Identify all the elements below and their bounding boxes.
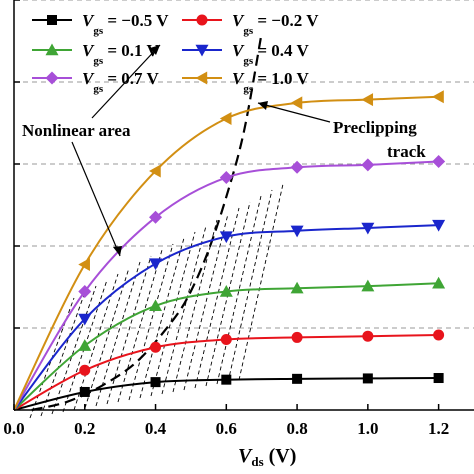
- series-layer: [13, 90, 446, 411]
- arrow-nonlinear-down-head: [113, 246, 122, 256]
- x-tick-labels: 0.0 0.2 0.4 0.6 0.8 1.0 1.2: [3, 419, 449, 438]
- hatch-line-7: [106, 255, 152, 405]
- series-1-point-2: [150, 341, 162, 353]
- series-4-point-2: [149, 210, 163, 224]
- arrow-preclipping-head: [258, 101, 268, 110]
- series-2-point-2: [149, 299, 163, 312]
- arrow-nonlinear-up: [91, 44, 161, 119]
- legend-label-2: Vgs = 0.1 V: [82, 41, 160, 67]
- preclipping-track: [31, 32, 263, 412]
- annotation-track: track: [387, 142, 426, 161]
- series-1-point-6: [433, 329, 445, 341]
- arrow-preclipping: [257, 102, 331, 123]
- legend-marker-3: [195, 44, 209, 57]
- legend-label-1: Vgs = −0.2 V: [232, 11, 319, 37]
- legend-label-3: Vgs = 0.4 V: [232, 41, 310, 67]
- legend-label-4: Vgs = 0.7 V: [82, 69, 160, 95]
- series-5-point-1: [78, 257, 90, 271]
- series-3-point-5: [361, 222, 375, 235]
- hatch-line-12: [161, 225, 207, 395]
- series-4-point-4: [290, 160, 304, 174]
- hatch-line-3: [62, 279, 108, 413]
- legend-marker-4: [45, 71, 59, 85]
- series-0-point-5: [362, 373, 373, 384]
- hatch-line-11: [150, 231, 196, 397]
- series-line-1: [13, 333, 439, 411]
- series-5-point-4: [290, 96, 303, 110]
- annotation-arrows: [71, 44, 331, 257]
- x-axis-title: Vds (V): [238, 445, 296, 469]
- series-3-point-6: [432, 219, 446, 232]
- series-2-point-3: [219, 285, 233, 297]
- legend-marker-1: [196, 14, 208, 26]
- x-tick-label-2: 0.4: [145, 419, 167, 438]
- series-4-point-1: [78, 285, 92, 299]
- legend-label-5: Vgs = 1.0 V: [232, 69, 310, 95]
- x-tick-label-1: 0.2: [74, 419, 95, 438]
- legend-marker-2: [45, 43, 59, 56]
- series-5-point-6: [432, 90, 444, 104]
- hatch-line-2: [51, 285, 97, 415]
- x-tick-label-0: 0.0: [3, 419, 24, 438]
- x-tick-label-5: 1.0: [357, 419, 378, 438]
- x-tick-label-6: 1.2: [428, 419, 449, 438]
- series-3-point-1: [78, 313, 92, 326]
- series-5-point-5: [361, 93, 374, 107]
- series-0-point-1: [79, 386, 90, 397]
- series-2-point-6: [432, 276, 446, 289]
- legend-label-0: Vgs = −0.5 V: [82, 11, 169, 37]
- x-tick-label-4: 0.8: [286, 419, 307, 438]
- series-0-point-4: [292, 373, 303, 384]
- annotation-nonlinear-area: Nonlinear area: [22, 121, 131, 140]
- hatch-line-13: [172, 219, 218, 393]
- hatch-line-18: [227, 189, 273, 383]
- series-4-point-6: [432, 155, 446, 169]
- annotation-preclipping: Preclipping: [333, 118, 417, 137]
- arrow-nonlinear-down: [71, 141, 121, 257]
- grid-lines: [14, 0, 474, 329]
- series-line-5: [13, 95, 439, 411]
- series-1-point-5: [362, 330, 374, 342]
- series-1-point-3: [220, 333, 232, 345]
- series-2-point-4: [290, 281, 304, 294]
- legend-marker-5: [195, 71, 208, 85]
- series-5-point-2: [149, 164, 161, 178]
- hatch-line-1: [40, 291, 86, 417]
- hatch-line-5: [84, 267, 130, 409]
- series-5-point-3: [219, 111, 232, 125]
- series-3-point-2: [149, 258, 163, 271]
- series-1-point-1: [79, 364, 91, 376]
- series-2-point-1: [78, 339, 92, 351]
- series-4-point-3: [219, 171, 233, 185]
- hatch-line-10: [139, 237, 185, 399]
- hatch-line-8: [117, 249, 163, 403]
- hatch-line-15: [194, 207, 240, 389]
- preclipping-track-line: [31, 32, 263, 412]
- series-0-point-2: [150, 377, 161, 388]
- series-3-point-3: [219, 231, 233, 244]
- series-1-point-4: [291, 331, 303, 343]
- hatch-line-19: [238, 183, 284, 381]
- hatch-line-14: [183, 213, 229, 391]
- legend-marker-0: [47, 15, 57, 25]
- axes: [13, 0, 474, 411]
- series-0-point-3: [221, 374, 232, 385]
- series-4-point-5: [361, 158, 375, 172]
- x-tick-label-3: 0.6: [216, 419, 237, 438]
- series-2-point-5: [361, 279, 375, 292]
- arrow-nonlinear-up-head: [150, 45, 160, 55]
- series-0-point-6: [433, 373, 444, 384]
- series-3-point-4: [290, 225, 304, 238]
- hatch-line-9: [128, 243, 174, 401]
